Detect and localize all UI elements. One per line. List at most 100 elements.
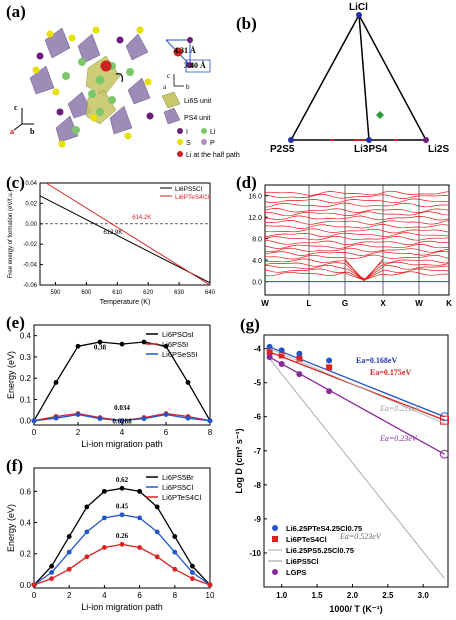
plot-frame	[263, 334, 449, 588]
data-point-0	[190, 563, 195, 569]
k-point-label: L	[307, 299, 312, 308]
legend-label-1: Li6PS5I	[162, 340, 188, 349]
y-tick-label: 0.04	[25, 181, 37, 187]
data-point-0	[84, 504, 90, 510]
k-point-label: X	[380, 299, 386, 308]
activation-energy-label-2: Ea=0.211eV	[379, 404, 421, 413]
data-point-1	[278, 352, 285, 359]
y-tick-label: 0.0	[20, 581, 32, 590]
axis-a-label: a	[10, 127, 14, 136]
acoustic-branch	[344, 258, 384, 281]
legend-marker-0	[272, 525, 278, 531]
ps4-tetra	[44, 27, 71, 59]
migration-energy-chart-f: 0 2 4 6 8 10 0.0 0.2 0.4 0.6 Li6PS5BrLi6PS5ClLi6PT…	[6, 467, 215, 612]
ps4-tetra	[109, 105, 133, 135]
phonon-branch-0	[264, 190, 450, 196]
data-point-0	[53, 380, 59, 385]
i-atom	[36, 52, 44, 60]
li-atom	[108, 96, 116, 104]
x-tick-label: 600	[81, 290, 92, 296]
x-tick-label: 8	[208, 428, 213, 437]
y-tick-label: -6	[254, 413, 262, 422]
value-annotation-1: 0.45	[116, 503, 129, 511]
panel-label-a: (a)	[6, 2, 26, 21]
k-point-label: K	[446, 299, 452, 308]
activation-energy-label-4: Ea=0.23eV	[379, 434, 418, 443]
data-point-2	[49, 576, 54, 582]
li-atom	[78, 58, 86, 66]
legend-label-1: Li6PTeS4Cl	[175, 194, 210, 201]
legend-label-2: Li6PTeS4Cl	[162, 493, 202, 502]
legend-marker-1	[272, 536, 278, 542]
data-point-2	[154, 554, 160, 560]
data-point-1	[326, 364, 333, 371]
y-tick-label: 0.02	[25, 201, 37, 207]
x-tick-label: 6	[164, 428, 169, 437]
annotation-613: 613.9K	[103, 230, 122, 236]
x-tick-label: 3.0	[418, 591, 430, 600]
data-point-1	[190, 570, 195, 575]
li-atom	[88, 90, 96, 98]
li-atom	[95, 75, 105, 85]
label-p2s5: P2S5	[270, 144, 295, 155]
legend-label-1: Li6PTeS4Cl	[286, 535, 327, 544]
data-point-2	[185, 415, 191, 421]
phonon-branch-6	[264, 215, 450, 221]
series-line-0	[39, 195, 211, 284]
plot-frame	[39, 182, 211, 286]
fit-line-3	[269, 358, 445, 579]
y-tick-label: -8	[254, 481, 262, 490]
data-point-0	[97, 339, 103, 345]
migration-arrow	[115, 73, 123, 83]
data-point-2	[53, 415, 59, 421]
vertex-li3ps4	[366, 137, 372, 143]
data-point-1	[66, 549, 72, 555]
data-point-0	[141, 339, 147, 345]
ps4-tetra	[125, 33, 149, 61]
panel-label-g: (f)	[6, 456, 23, 475]
data-point-0	[102, 488, 107, 494]
annotation-614: 614.2K	[132, 215, 151, 221]
phonon-branch-11	[264, 235, 450, 241]
data-point-1	[154, 529, 160, 535]
li-atom	[126, 68, 134, 76]
x-tick-label: 640	[205, 290, 216, 296]
legend-label-4: LGPS	[286, 568, 306, 577]
vertex-licl	[356, 12, 362, 18]
data-point-2	[119, 418, 125, 424]
legend-label-3: Li6PS5Cl	[286, 557, 319, 566]
data-point-0	[172, 534, 178, 539]
free-energy-chart: 590 600 610 620 630 640 0.04 0.02 0.00 -0.02 -0.04…	[8, 181, 216, 306]
panel-label-c: (c)	[6, 173, 25, 192]
phonon-dispersion-chart: W L G X W K 0.0 4.0 8.0 12.0 16.0	[248, 184, 452, 308]
panel-label-b: (b)	[236, 14, 257, 33]
phonon-branch-15	[264, 251, 450, 256]
axis-triad-main: c b a	[10, 103, 35, 136]
y-tick-label: 0.3	[20, 353, 32, 362]
y-tick-label: 0.4	[20, 519, 32, 528]
y-tick-label: 16.0	[248, 194, 262, 201]
x-tick-label: 610	[112, 290, 123, 296]
data-point-0	[75, 343, 81, 349]
phonon-branch-5	[265, 211, 450, 217]
legend-label-0: Li6PS5Br	[162, 473, 194, 482]
data-point-0	[119, 341, 125, 347]
y-tick-label: 0.1	[20, 395, 32, 404]
legend-i: I	[186, 129, 188, 136]
value-annotation-2: 0.26	[116, 532, 129, 540]
vertex-p2s5	[288, 137, 294, 143]
phonon-branch-21	[264, 271, 449, 280]
y-axis-label: Energy (eV)	[6, 351, 16, 399]
ps4-tetra	[77, 33, 101, 64]
label-li2s: Li2S	[428, 144, 449, 155]
s-atom	[68, 34, 76, 42]
phonon-branch-10	[264, 232, 450, 238]
y-tick-label: -9	[254, 515, 262, 524]
migration-energy-chart-e: 0 2 4 6 8 0.0 0.1 0.2 0.3 0.4 Li6PSOsILi6PS5ILi6PS…	[6, 324, 213, 449]
data-point-0	[119, 485, 125, 491]
value-annotation-2: 0.0288	[112, 417, 132, 425]
x-tick-label: 620	[143, 290, 154, 296]
panel-label-e: (e)	[6, 313, 25, 332]
y-tick-label: 0.0	[20, 417, 32, 426]
x-tick-label: 8	[173, 591, 178, 600]
